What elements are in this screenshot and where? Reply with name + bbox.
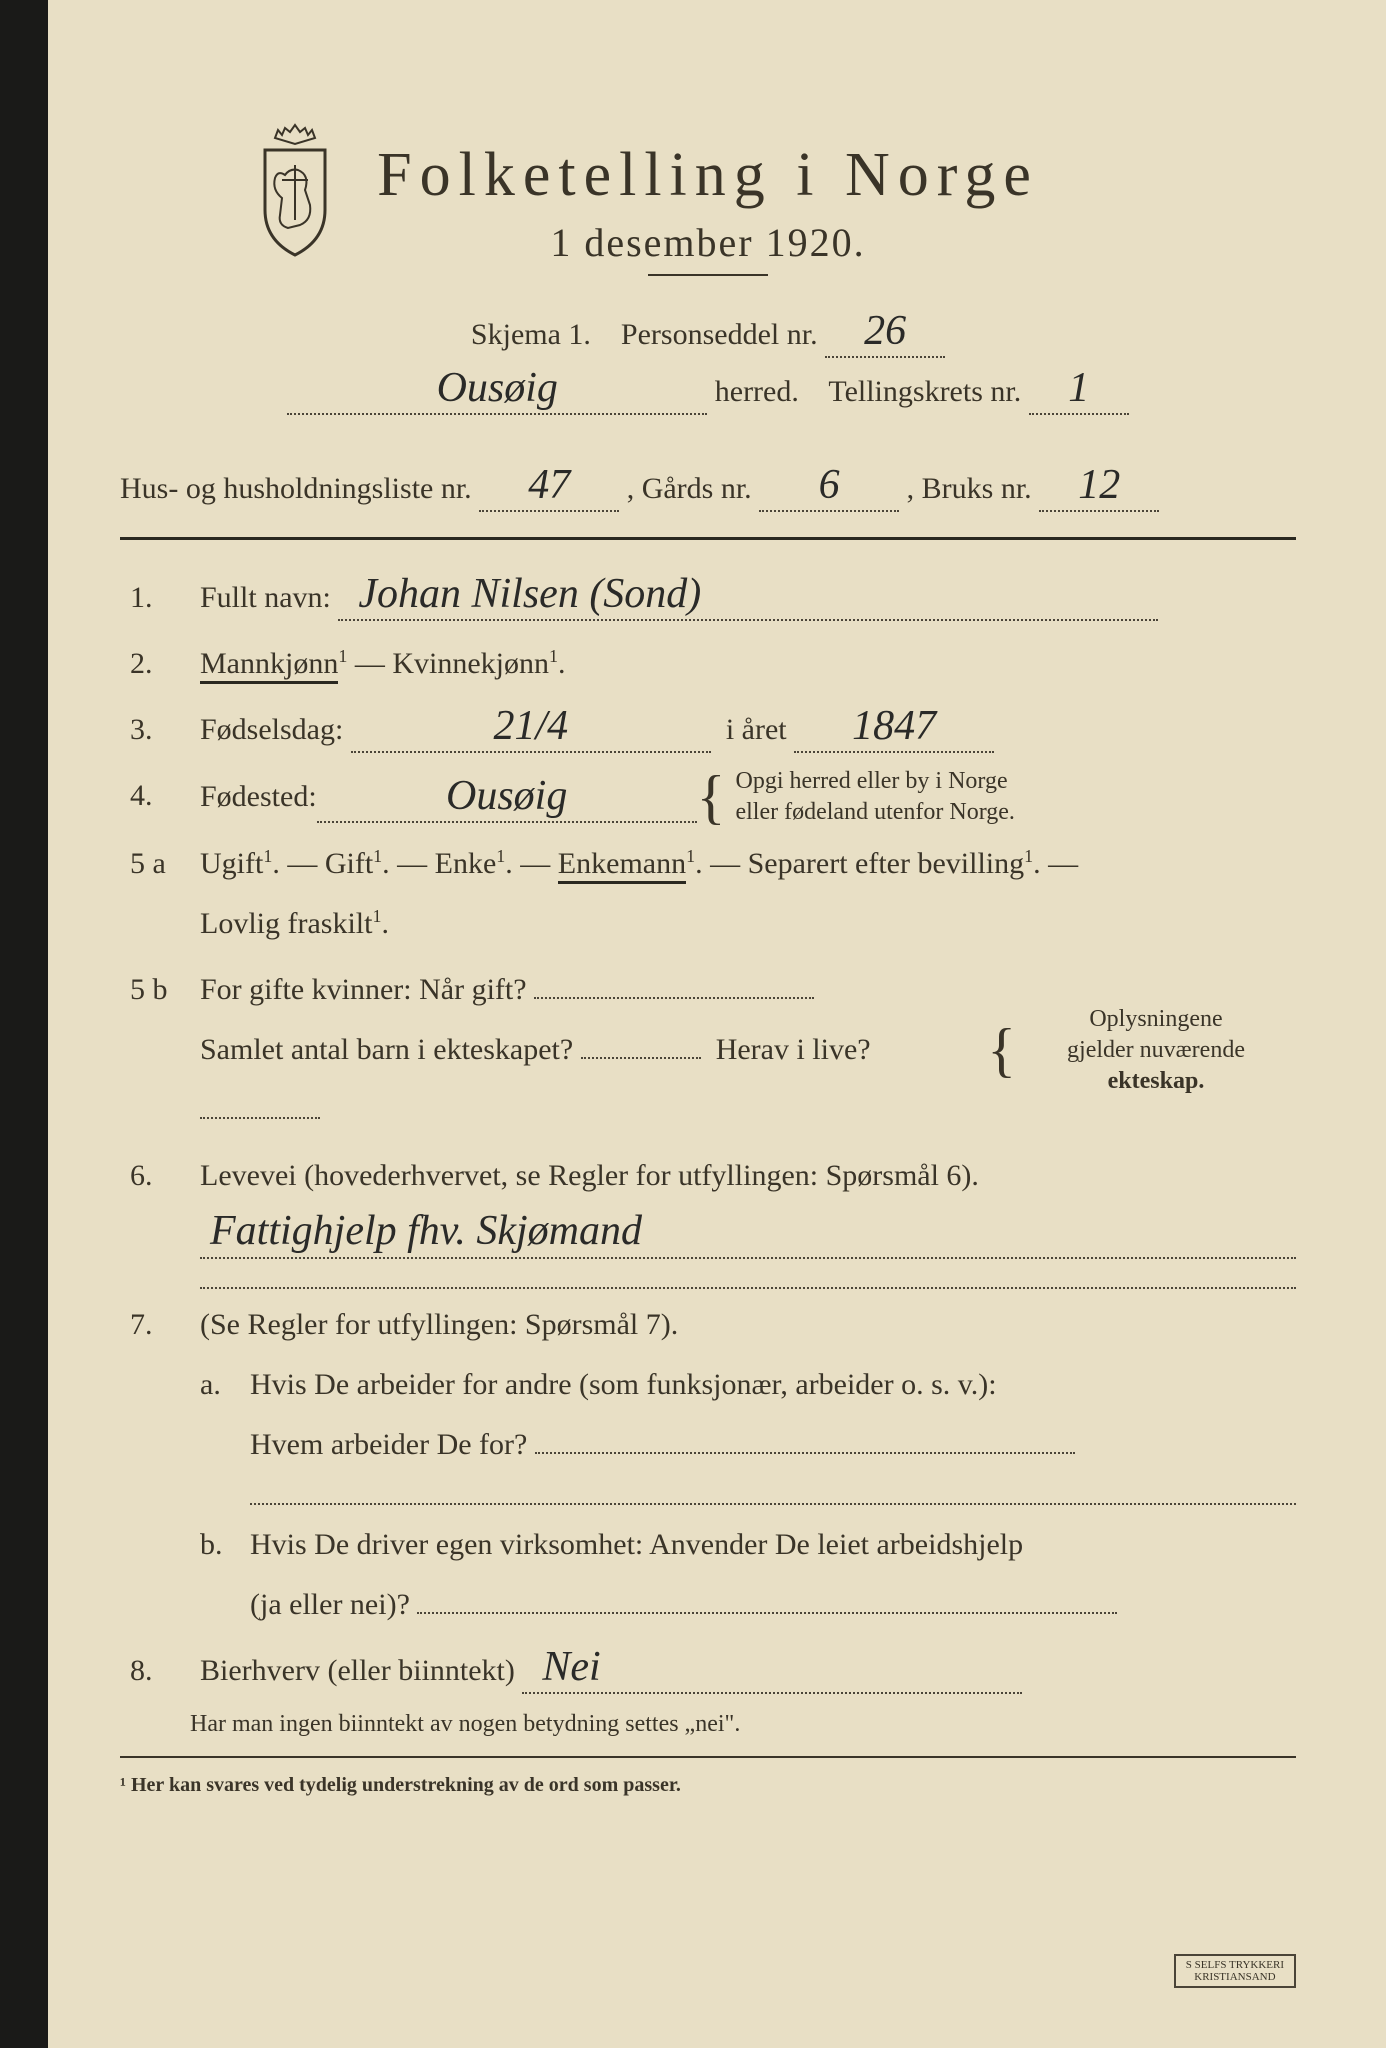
q4-num: 4. bbox=[130, 766, 200, 828]
husliste-label: Hus- og husholdningsliste nr. bbox=[120, 472, 472, 505]
q6: 6. Levevei (hovederhvervet, se Regler fo… bbox=[130, 1146, 1296, 1288]
q5b: 5 b For gifte kvinner: Når gift? Samlet … bbox=[130, 960, 1296, 1140]
title-underline bbox=[648, 274, 768, 276]
q4-label: Fødested: bbox=[200, 767, 317, 827]
form-header: Folketelling i Norge 1 desember 1920. Sk… bbox=[120, 140, 1296, 420]
q2-mann: Mannkjønn bbox=[200, 647, 338, 684]
q8-label: Bierhverv (eller biinntekt) bbox=[200, 1654, 515, 1687]
bruks-label: , Bruks nr. bbox=[907, 472, 1032, 505]
q5b-num: 5 b bbox=[130, 960, 200, 1140]
q3-year: 1847 bbox=[794, 701, 994, 753]
divider bbox=[120, 537, 1296, 540]
q6-num: 6. bbox=[130, 1146, 200, 1288]
census-form-page: Folketelling i Norge 1 desember 1920. Sk… bbox=[0, 0, 1386, 2048]
personseddel-value: 26 bbox=[825, 306, 945, 358]
husliste-value: 47 bbox=[479, 460, 619, 512]
printer-stamp: S SELFS TRYKKERI KRISTIANSAND bbox=[1174, 1954, 1296, 1988]
personseddel-label: Personseddel nr. bbox=[621, 318, 818, 351]
divider-thin bbox=[120, 1756, 1296, 1758]
q2: 2. Mannkjønn1 — Kvinnekjønn1. bbox=[130, 634, 1296, 694]
q3-day: 21/4 bbox=[351, 701, 711, 753]
bruks-value: 12 bbox=[1039, 460, 1159, 512]
q7-label: (Se Regler for utfyllingen: Spørsmål 7). bbox=[200, 1308, 678, 1341]
q1-num: 1. bbox=[130, 568, 200, 628]
q3: 3. Fødselsdag: 21/4 i året 1847 bbox=[130, 700, 1296, 760]
q1-value: Johan Nilsen (Sond) bbox=[338, 569, 1158, 621]
questions-block: 1. Fullt navn: Johan Nilsen (Sond) 2. Ma… bbox=[120, 568, 1296, 1701]
footer-note: Har man ingen biinntekt av nogen betydni… bbox=[120, 1711, 1296, 1738]
q5b-note: Oplysningene gjelder nuværende ekteskap. bbox=[1016, 1004, 1296, 1098]
q7: 7. (Se Regler for utfyllingen: Spørsmål … bbox=[130, 1295, 1296, 1635]
tellingskrets-value: 1 bbox=[1029, 363, 1129, 415]
tellingskrets-label: Tellingskrets nr. bbox=[828, 375, 1021, 408]
skjema-label: Skjema 1. bbox=[471, 318, 591, 351]
q6-value: Fattighjelp fhv. Skjømand bbox=[200, 1206, 1296, 1258]
q3-year-label: i året bbox=[726, 713, 787, 746]
coat-of-arms-icon bbox=[240, 120, 350, 260]
q7a-num: a. bbox=[200, 1355, 250, 1505]
q8-num: 8. bbox=[130, 1641, 200, 1701]
q6-blank-line bbox=[200, 1259, 1296, 1289]
q4-note: Opgi herred eller by i Norge eller fødel… bbox=[735, 766, 1014, 828]
herred-value: Ousøig bbox=[287, 363, 707, 415]
q5b-barn-value bbox=[581, 1057, 701, 1059]
q5a-num: 5 a bbox=[130, 834, 200, 954]
skjema-line: Skjema 1. Personseddel nr. 26 bbox=[120, 306, 1296, 363]
q3-num: 3. bbox=[130, 700, 200, 760]
q4: 4. Fødested: Ousøig { Opgi herred eller … bbox=[130, 766, 1296, 828]
gards-label: , Gårds nr. bbox=[627, 472, 752, 505]
herred-label: herred. bbox=[715, 375, 799, 408]
q3-label: Fødselsdag: bbox=[200, 713, 343, 746]
q2-num: 2. bbox=[130, 634, 200, 694]
husliste-line: Hus- og husholdningsliste nr. 47 , Gårds… bbox=[120, 460, 1296, 517]
q5b-gift-value bbox=[534, 997, 814, 999]
brace-icon: { bbox=[987, 1026, 1016, 1074]
q5a-enkemann: Enkemann bbox=[558, 847, 686, 884]
scan-edge bbox=[0, 0, 48, 2048]
herred-line: Ousøig herred. Tellingskrets nr. 1 bbox=[120, 363, 1296, 420]
footer-small: ¹ Her kan svares ved tydelig understrekn… bbox=[120, 1774, 1296, 1797]
q2-kvinne: Kvinnekjønn bbox=[392, 647, 549, 680]
q5a: 5 a Ugift1. — Gift1. — Enke1. — Enkemann… bbox=[130, 834, 1296, 954]
q8: 8. Bierhverv (eller biinntekt) Nei bbox=[130, 1641, 1296, 1701]
q8-value: Nei bbox=[522, 1642, 1022, 1694]
q1: 1. Fullt navn: Johan Nilsen (Sond) bbox=[130, 568, 1296, 628]
q1-label: Fullt navn: bbox=[200, 581, 331, 614]
q7a-value bbox=[535, 1452, 1075, 1454]
brace-icon: { bbox=[697, 773, 726, 821]
q6-label: Levevei (hovederhvervet, se Regler for u… bbox=[200, 1159, 979, 1192]
q5b-live-value bbox=[200, 1117, 320, 1119]
q7-num: 7. bbox=[130, 1295, 200, 1635]
q7a-blank bbox=[250, 1475, 1296, 1505]
q7b-value bbox=[417, 1612, 1117, 1614]
gards-value: 6 bbox=[759, 460, 899, 512]
q7b-num: b. bbox=[200, 1515, 250, 1635]
q4-value: Ousøig bbox=[317, 771, 697, 823]
